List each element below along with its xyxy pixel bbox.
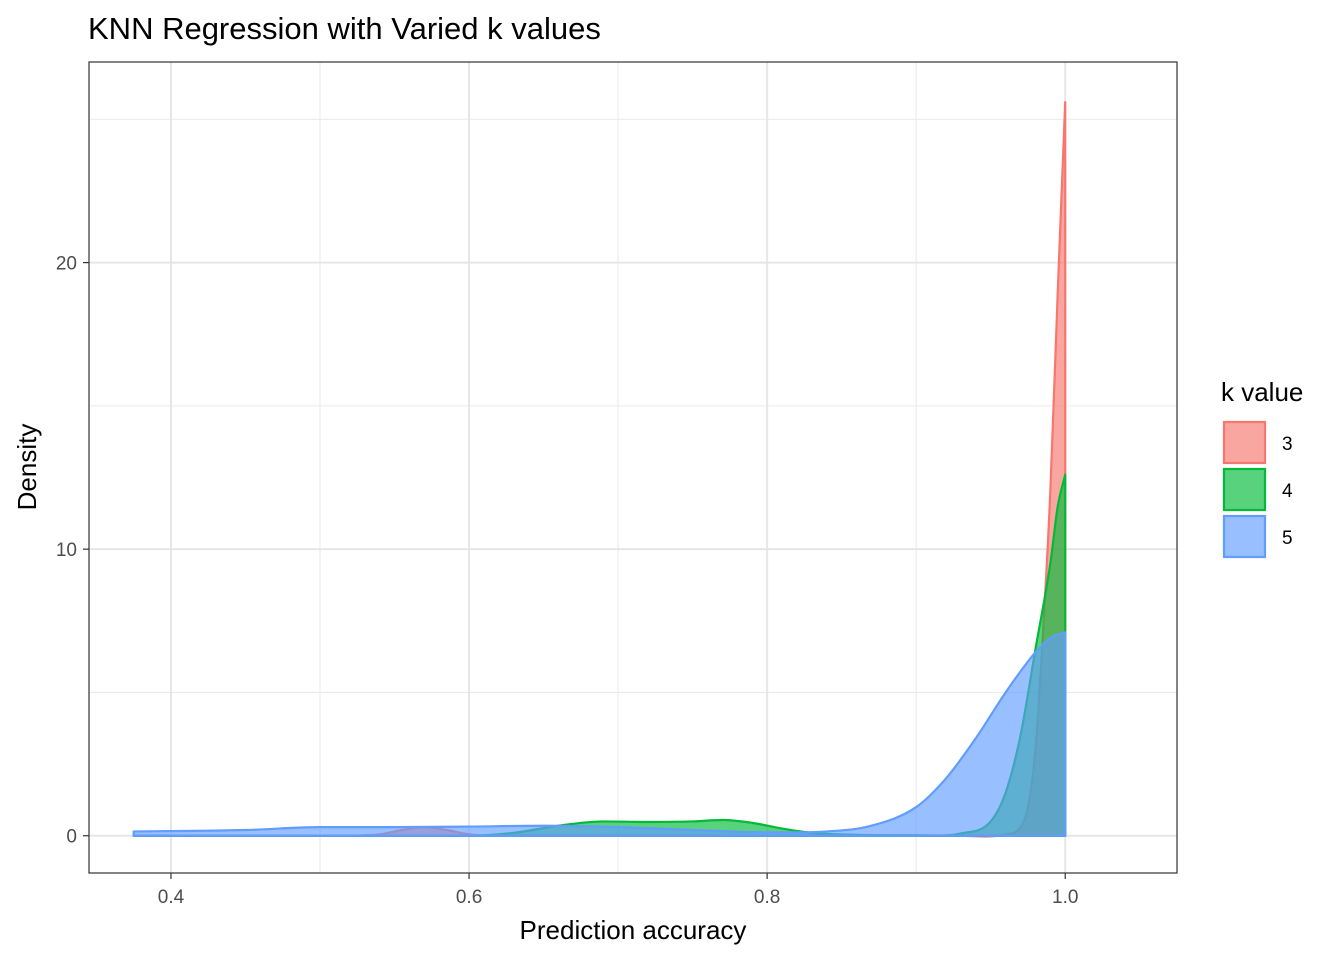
x-tick-label: 0.6 [456,887,482,908]
legend-label-k5: 5 [1282,528,1293,549]
y-tick-label: 10 [56,540,77,561]
y-axis-title: Density [12,424,42,511]
density-area-k5 [132,631,1067,837]
legend: k value 3 4 5 [1221,377,1303,559]
legend-title: k value [1221,377,1303,407]
x-axis-title: Prediction accuracy [520,915,747,945]
x-tick-label: 0.4 [158,887,185,908]
legend-key-k3 [1222,420,1267,465]
x-axis: 0.4 0.6 0.8 1.0 [158,873,1078,908]
legend-key-k4 [1222,467,1267,512]
y-axis: 0 10 20 [56,254,89,848]
plot-panel [88,61,1178,874]
legend-label-k3: 3 [1282,434,1293,455]
chart-title: KNN Regression with Varied k values [88,11,601,46]
legend-key-k5 [1222,514,1267,559]
density-series [132,101,1067,838]
x-tick-label: 1.0 [1052,887,1078,908]
y-tick-label: 0 [66,827,77,848]
x-tick-label: 0.8 [754,887,780,908]
panel-border [88,61,1178,874]
grid-minor [89,62,1177,873]
legend-label-k4: 4 [1282,481,1293,502]
y-tick-label: 20 [56,254,77,275]
